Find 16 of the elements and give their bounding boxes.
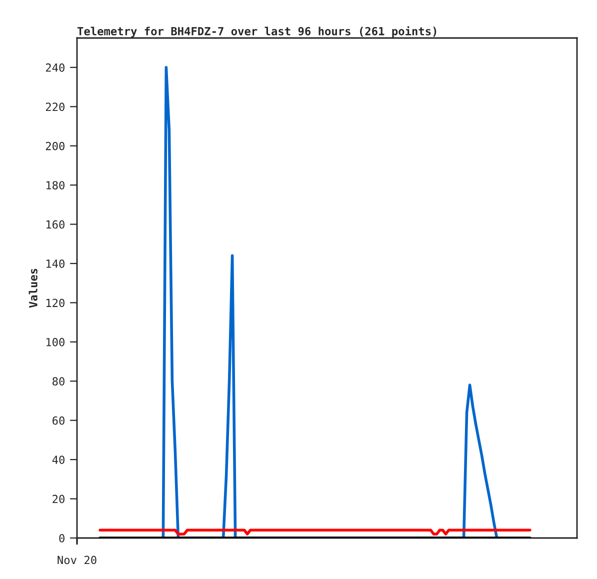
y-tick-label: 40 [52,456,64,464]
y-tick-label: 160 [46,220,64,229]
y-tick-label: 220 [46,102,64,112]
y-tick-label: 0 [59,534,64,542]
text: Nov 20 [58,556,96,564]
y-tick-label: 240 [46,63,64,72]
y-tick-label: 80 [52,377,64,386]
y-axis-title: Values [28,268,38,308]
y-tick-label: 180 [46,181,64,190]
y-tick-label: 100 [46,338,64,346]
y-tick-label: 120 [46,298,64,308]
y-tick-label: 140 [46,259,64,268]
chart-title: Telemetry for BH4FDZ-7 over last 96 hours (261 points) [77,26,436,38]
y-tick-label: 60 [52,416,64,425]
y-tick-label: 200 [46,142,64,150]
y-tick-label: 20 [52,494,64,504]
